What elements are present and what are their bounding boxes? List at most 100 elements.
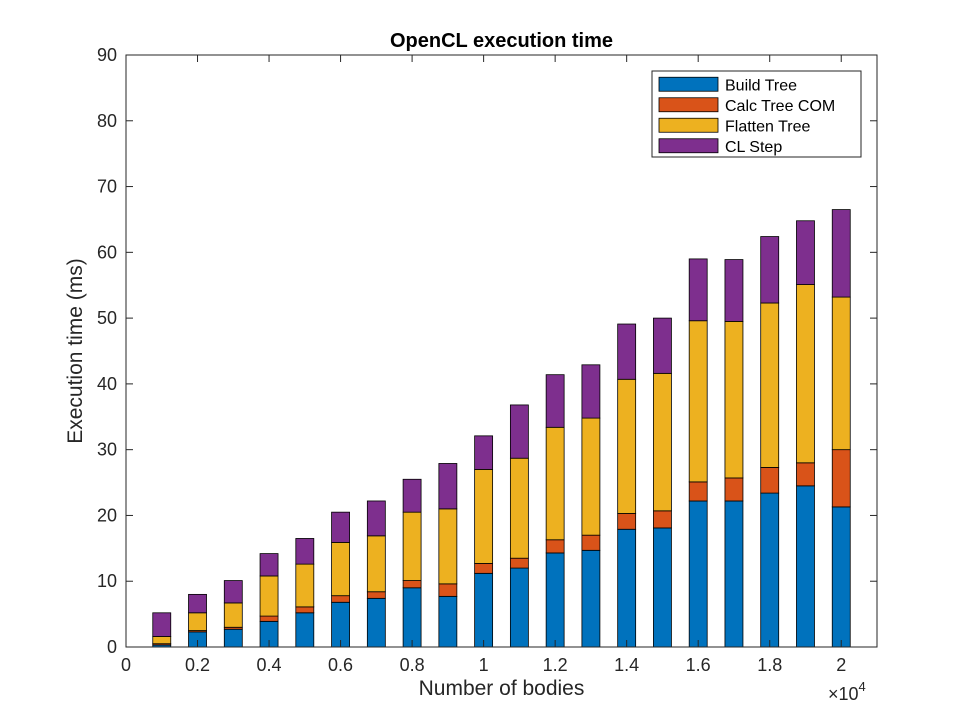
- bar-build-tree-4: [295, 612, 315, 648]
- bar-flatten-tree-14: [653, 372, 672, 512]
- chart-title: OpenCL execution time: [390, 30, 613, 52]
- y-tick-label: 60: [97, 242, 117, 262]
- bar-build-tree-15: [688, 500, 708, 648]
- bar-build-tree-19: [831, 506, 851, 648]
- x-tick-label: 1.2: [543, 655, 568, 675]
- bar-cl-step-19: [831, 209, 851, 298]
- bar-build-tree-18: [796, 485, 815, 648]
- bar-cl-step-13: [617, 323, 637, 380]
- bars-group: [152, 209, 851, 648]
- y-tick-label: 40: [97, 374, 117, 394]
- bar-build-tree-10: [509, 567, 529, 648]
- legend-swatch-build-tree: [658, 76, 719, 92]
- bar-build-tree-14: [653, 527, 672, 648]
- bar-build-tree-6: [366, 597, 386, 648]
- bar-cl-step-0: [152, 612, 172, 637]
- bar-flatten-tree-13: [617, 378, 637, 514]
- x-tick-label: 1.6: [686, 655, 711, 675]
- bar-flatten-tree-8: [438, 508, 458, 585]
- bar-calc-tree-com-13: [617, 513, 637, 530]
- bar-cl-step-11: [545, 374, 565, 428]
- bar-cl-step-12: [581, 364, 601, 419]
- bar-calc-tree-com-10: [509, 557, 529, 569]
- axes-box: [125, 54, 878, 648]
- y-tick-label: 50: [97, 308, 117, 328]
- bar-flatten-tree-2: [223, 602, 243, 628]
- bar-calc-tree-com-18: [796, 462, 815, 487]
- legend-swatch-flatten-tree: [658, 117, 719, 133]
- bar-flatten-tree-17: [760, 302, 780, 468]
- y-tick-label: 10: [97, 571, 117, 591]
- bar-build-tree-13: [617, 528, 637, 648]
- bar-flatten-tree-19: [831, 296, 851, 451]
- bar-cl-step-9: [474, 435, 494, 470]
- bar-calc-tree-com-14: [653, 510, 672, 529]
- x-tick-label: 0.2: [185, 655, 210, 675]
- bar-flatten-tree-1: [188, 612, 207, 631]
- y-tick-label: 30: [97, 440, 117, 460]
- bar-cl-step-5: [331, 511, 350, 543]
- bar-calc-tree-com-19: [831, 449, 851, 508]
- bar-cl-step-7: [402, 478, 422, 513]
- bar-cl-step-10: [509, 404, 529, 459]
- y-tick-label: 0: [107, 637, 117, 657]
- bar-flatten-tree-18: [796, 284, 815, 464]
- bar-cl-step-2: [223, 580, 243, 604]
- y-tick-label: 20: [97, 505, 117, 525]
- bar-calc-tree-com-5: [331, 595, 350, 603]
- x-tick-label: 1.8: [757, 655, 782, 675]
- bar-cl-step-14: [653, 317, 672, 374]
- y-tick-label: 70: [97, 177, 117, 197]
- y-axis-label: Execution time (ms): [64, 258, 87, 444]
- bar-cl-step-17: [760, 236, 780, 304]
- bar-cl-step-3: [259, 553, 279, 577]
- y-tick-label: 80: [97, 111, 117, 131]
- bar-cl-step-8: [438, 463, 458, 510]
- x-exponent-base: ×10: [828, 684, 859, 704]
- bar-calc-tree-com-17: [760, 467, 780, 494]
- bar-build-tree-9: [474, 572, 494, 648]
- bar-calc-tree-com-9: [474, 563, 494, 574]
- bar-build-tree-2: [223, 628, 243, 648]
- y-tick-label: 90: [97, 45, 117, 65]
- x-tick-label: 0.4: [257, 655, 282, 675]
- bar-build-tree-8: [438, 595, 458, 648]
- bar-flatten-tree-12: [581, 417, 601, 536]
- x-tick-label: 0.8: [400, 655, 425, 675]
- bar-flatten-tree-7: [402, 511, 422, 581]
- legend-swatch-calc-tree-com: [658, 97, 719, 113]
- x-tick-label: 1: [479, 655, 489, 675]
- bar-flatten-tree-15: [688, 320, 708, 483]
- legend-label-flatten-tree: Flatten Tree: [725, 118, 810, 135]
- bar-build-tree-17: [760, 492, 780, 648]
- legend-label-calc-tree-com: Calc Tree COM: [725, 98, 835, 115]
- bar-build-tree-12: [581, 549, 601, 648]
- bar-calc-tree-com-16: [724, 477, 744, 502]
- bar-calc-tree-com-12: [581, 534, 601, 551]
- bar-cl-step-16: [724, 259, 744, 322]
- bar-build-tree-16: [724, 500, 744, 648]
- legend-label-cl-step: CL Step: [725, 139, 782, 156]
- legend-swatch-cl-step: [658, 138, 719, 154]
- bar-cl-step-1: [188, 593, 207, 614]
- bar-flatten-tree-16: [724, 320, 744, 479]
- x-exponent-power: 4: [859, 679, 866, 694]
- x-tick-label: 2: [836, 655, 846, 675]
- bar-calc-tree-com-7: [402, 580, 422, 589]
- bar-flatten-tree-4: [295, 563, 315, 608]
- bar-flatten-tree-9: [474, 468, 494, 564]
- x-tick-label: 0: [121, 655, 131, 675]
- x-tick-label: 0.6: [328, 655, 353, 675]
- legend: Build Tree Calc Tree COM Flatten Tree CL St…: [651, 70, 862, 158]
- x-tick-label: 1.4: [614, 655, 639, 675]
- bar-build-tree-7: [402, 587, 422, 648]
- bar-calc-tree-com-3: [259, 615, 279, 622]
- bar-cl-step-18: [796, 220, 815, 285]
- bar-calc-tree-com-4: [295, 606, 315, 614]
- x-exponent-label: ×104: [828, 679, 866, 704]
- bar-cl-step-4: [295, 538, 315, 565]
- bar-flatten-tree-6: [366, 535, 386, 593]
- bar-flatten-tree-3: [259, 575, 279, 617]
- x-axis-label: Number of bodies: [419, 677, 585, 700]
